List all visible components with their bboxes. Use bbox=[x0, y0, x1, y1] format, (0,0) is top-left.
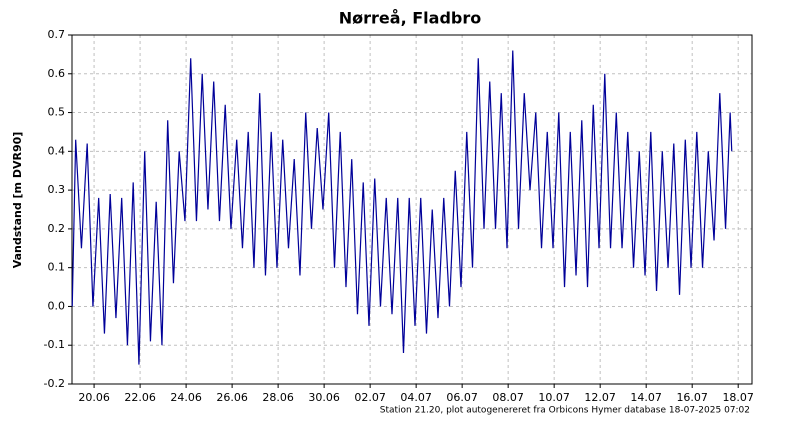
y-tick-label: 0.4 bbox=[48, 144, 66, 157]
y-tick-label: -0.1 bbox=[44, 338, 65, 351]
x-tick-label: 30.06 bbox=[308, 391, 340, 404]
y-tick-label: 0.2 bbox=[48, 222, 66, 235]
y-tick-label: 0.5 bbox=[48, 106, 66, 119]
x-tick-label: 16.07 bbox=[676, 391, 708, 404]
y-tick-label: 0.1 bbox=[48, 261, 66, 274]
x-tick-label: 18.07 bbox=[722, 391, 754, 404]
footnote: Station 21.20, plot autogenereret fra Or… bbox=[380, 406, 750, 416]
x-tick-label: 02.07 bbox=[354, 391, 386, 404]
y-tick-label: 0.6 bbox=[48, 67, 66, 80]
y-axis-label: Vandstand [m DVR90] bbox=[11, 132, 24, 269]
x-tick-label: 20.06 bbox=[78, 391, 110, 404]
x-tick-label: 26.06 bbox=[216, 391, 248, 404]
y-tick-label: 0.7 bbox=[48, 28, 66, 41]
y-tick-label: 0.0 bbox=[48, 299, 66, 312]
plot-frame bbox=[71, 34, 753, 385]
data-line bbox=[71, 50, 733, 365]
x-tick-label: 04.07 bbox=[400, 391, 432, 404]
x-tick-label: 12.07 bbox=[584, 391, 616, 404]
chart-title: Nørreå, Fladbro bbox=[339, 9, 481, 28]
x-tick-label: 10.07 bbox=[538, 391, 570, 404]
y-tick-label: -0.2 bbox=[44, 377, 65, 390]
x-tick-label: 06.07 bbox=[446, 391, 478, 404]
x-tick-label: 24.06 bbox=[170, 391, 202, 404]
y-tick-label: 0.3 bbox=[48, 183, 66, 196]
x-tick-label: 08.07 bbox=[492, 391, 524, 404]
x-tick-label: 28.06 bbox=[262, 391, 294, 404]
x-tick-label: 14.07 bbox=[630, 391, 662, 404]
x-tick-label: 22.06 bbox=[124, 391, 156, 404]
